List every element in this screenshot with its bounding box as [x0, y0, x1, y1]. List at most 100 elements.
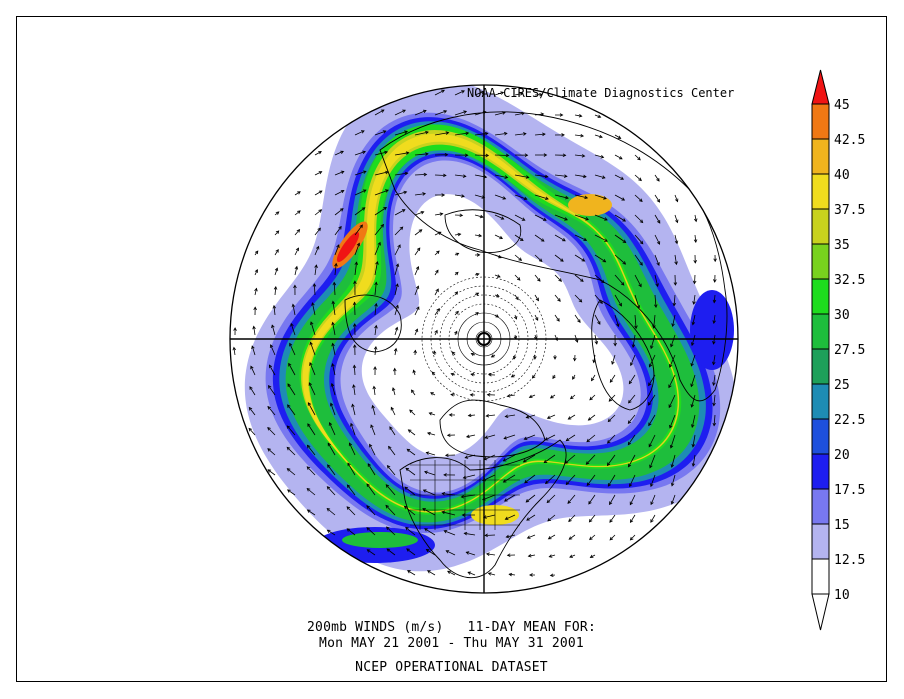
wind-arrow	[554, 314, 560, 322]
wind-arrow	[494, 214, 505, 220]
wind-arrow	[487, 572, 496, 576]
wind-arrow	[474, 233, 483, 238]
colorbar-segment	[811, 558, 830, 595]
wind-arrow	[254, 269, 258, 276]
wind-arrow	[474, 253, 481, 257]
wind-arrow	[654, 214, 661, 224]
wind-arrow	[424, 470, 436, 476]
wind-arrow	[286, 446, 296, 456]
wind-arrow	[692, 274, 697, 285]
wind-arrow	[693, 234, 698, 244]
wind-arrow	[425, 451, 436, 456]
wind-arrow	[670, 474, 676, 487]
wind-arrow	[290, 322, 296, 336]
wind-arrow	[549, 573, 556, 577]
wind-arrow	[474, 214, 484, 219]
wind-arrow	[374, 302, 378, 316]
wind-arrow	[287, 404, 296, 416]
wind-arrow	[594, 214, 608, 221]
wind-arrow	[514, 254, 523, 261]
wind-arrow	[527, 553, 536, 558]
wind-arrow	[461, 513, 475, 517]
wind-arrow	[503, 434, 516, 440]
wind-arrow	[428, 412, 436, 416]
wind-arrow	[414, 130, 429, 136]
wind-arrow	[589, 394, 596, 401]
plot-frame	[16, 16, 887, 682]
wind-arrow	[587, 414, 596, 421]
wind-arrow	[371, 404, 376, 416]
wind-arrow	[513, 314, 518, 320]
wind-arrow	[394, 171, 409, 176]
wind-arrow	[614, 134, 622, 139]
wind-arrow	[394, 326, 399, 336]
wind-arrow	[314, 227, 321, 236]
wind-arrow	[267, 405, 276, 416]
wind-arrow	[346, 484, 356, 496]
wind-speed-band	[285, 125, 700, 523]
wind-arrow	[526, 534, 536, 539]
wind-arrow	[629, 514, 636, 523]
colorbar: 10 12.5 15 17.5 20 22.5 25 27.5 30 32.5 35 37.5 40 42…	[811, 69, 865, 631]
caption-line-1: 200mb WINDS (m/s) 11-DAY MEAN FOR:	[307, 620, 596, 635]
wind-arrow	[494, 293, 500, 298]
wind-arrow	[594, 134, 603, 139]
coastline	[444, 209, 522, 253]
coastline	[344, 294, 402, 353]
wind-arrow	[326, 486, 336, 496]
wind-arrow	[494, 131, 508, 136]
wind-arrow	[534, 274, 541, 282]
wind-arrow	[393, 347, 398, 356]
wind-arrow	[484, 434, 496, 439]
wind-arrow	[414, 172, 428, 177]
wind-arrow	[407, 429, 416, 436]
wind-arrow	[649, 454, 656, 469]
wind-arrow	[712, 414, 717, 427]
wind-arrow	[474, 272, 480, 277]
colorbar-segment	[811, 208, 830, 245]
wind-arrow	[366, 483, 376, 496]
wind-arrow	[454, 194, 465, 198]
wind-arrow	[434, 250, 440, 256]
wind-arrow	[370, 424, 376, 436]
wind-arrow	[554, 174, 568, 178]
wind-arrow	[567, 414, 576, 420]
wind-arrow	[648, 414, 656, 427]
wind-arrow	[286, 425, 296, 436]
wind-arrow	[634, 154, 641, 161]
colorbar-tick-label: 15	[834, 518, 850, 533]
wind-arrow	[510, 374, 516, 378]
wind-arrow	[574, 214, 589, 221]
wind-arrow	[412, 369, 416, 376]
wind-arrow	[346, 506, 356, 516]
colorbar-segment	[811, 523, 830, 560]
colorbar-tick-label: 42.5	[834, 133, 865, 148]
wind-arrow	[434, 152, 449, 157]
wind-arrow	[554, 294, 561, 302]
wind-arrow	[406, 570, 416, 576]
wind-arrow	[712, 394, 716, 407]
wind-arrow	[614, 254, 627, 265]
wind-arrow	[294, 228, 301, 236]
coastline	[439, 399, 546, 458]
wind-arrow	[465, 551, 476, 556]
wind-arrow	[589, 534, 596, 541]
wind-arrow	[574, 274, 584, 282]
wind-arrow	[474, 153, 490, 158]
wind-arrow	[494, 194, 507, 200]
wind-arrow	[494, 153, 510, 158]
wind-arrow	[366, 549, 376, 556]
wind-arrow	[526, 514, 536, 521]
wind-arrow	[434, 89, 445, 96]
wind-arrow	[494, 91, 505, 96]
colorbar-tick-label: 40	[834, 168, 850, 183]
wind-arrow	[554, 194, 569, 200]
wind-arrow	[629, 474, 636, 488]
wind-arrow	[594, 114, 602, 118]
wind-arrow	[674, 254, 678, 266]
wind-arrow	[267, 469, 276, 476]
wind-arrow	[424, 528, 436, 536]
wind-arrow	[414, 306, 420, 316]
wind-arrow	[547, 514, 556, 522]
wind-arrow	[514, 92, 524, 96]
